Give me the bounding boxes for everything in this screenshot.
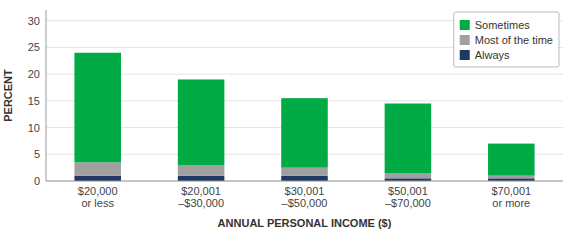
legend-swatch <box>460 50 470 60</box>
bar-segment <box>385 104 432 173</box>
x-tick-label-line: –$70,000 <box>385 197 431 209</box>
x-tick-label-line: –$30,000 <box>178 197 224 209</box>
x-tick-label-line: $20,000 <box>78 185 118 197</box>
legend-label: Most of the time <box>475 34 553 46</box>
grid-line <box>46 181 563 182</box>
bar-segment <box>178 176 225 181</box>
x-tick-label-line: $70,001 <box>491 185 531 197</box>
legend: Sometimes Most of the time Always <box>454 12 559 67</box>
grid-line <box>46 74 563 75</box>
y-tick-label: 20 <box>28 68 40 80</box>
bar-segment <box>385 173 432 178</box>
x-tick-label: $70,001or more <box>491 185 531 209</box>
legend-swatch <box>460 35 470 45</box>
bar-segment <box>74 53 121 163</box>
bar-segment <box>74 162 121 175</box>
y-tick-label: 5 <box>34 148 40 160</box>
x-axis-title: ANNUAL PERSONAL INCOME ($) <box>218 217 392 229</box>
y-tick-label: 30 <box>28 15 40 27</box>
y-tick-label: 10 <box>28 122 40 134</box>
x-tick-label-line: $50,001 <box>388 185 428 197</box>
legend-swatch <box>460 20 470 30</box>
x-tick-label-line: $30,001 <box>285 185 325 197</box>
bar-segment <box>281 168 328 176</box>
bar-segment <box>488 144 535 176</box>
grid <box>46 21 563 181</box>
x-tick-label-line: or more <box>492 197 530 209</box>
y-tick-label: 25 <box>28 41 40 53</box>
x-tick-label-line: $20,001 <box>181 185 221 197</box>
x-tick-label-line: or less <box>81 197 114 209</box>
y-axis-line <box>46 10 47 181</box>
bar-segment <box>74 176 121 181</box>
legend-box <box>454 12 559 67</box>
x-tick-label: $50,001–$70,000 <box>385 185 431 209</box>
bars <box>74 53 534 181</box>
legend-label: Always <box>475 49 510 61</box>
bar-segment <box>281 176 328 181</box>
x-tick-label-line: –$50,000 <box>282 197 328 209</box>
x-tick-label: $30,001–$50,000 <box>282 185 328 209</box>
x-tick-label: $20,000or less <box>78 185 118 209</box>
bar-segment <box>488 176 535 179</box>
x-tick-label: $20,001–$30,000 <box>178 185 224 209</box>
chart-svg: 0 5 10 15 20 25 30 $20,000or less $20,001–$30,00… <box>0 0 575 231</box>
x-axis-line <box>46 181 563 182</box>
chart-container: 0 5 10 15 20 25 30 $20,000or less $20,001–$30,00… <box>0 0 575 231</box>
y-axis-title: PERCENT <box>2 69 14 122</box>
bar-segment <box>281 98 328 167</box>
legend-label: Sometimes <box>475 19 531 31</box>
y-tick-label: 0 <box>34 175 40 187</box>
y-tick-label: 15 <box>28 95 40 107</box>
bar-segment <box>178 165 225 176</box>
bar-segment <box>178 79 225 165</box>
